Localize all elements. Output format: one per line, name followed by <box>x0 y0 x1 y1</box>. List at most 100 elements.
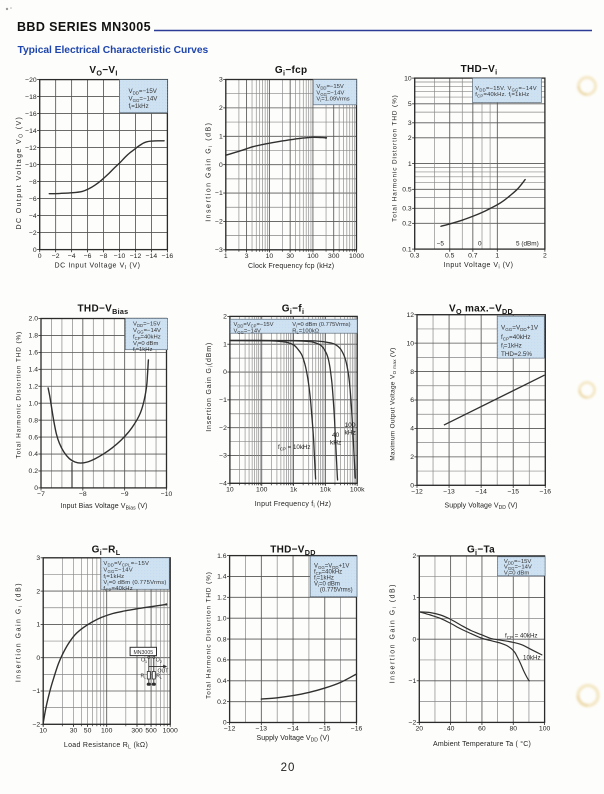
svg-text:30: 30 <box>70 728 78 735</box>
svg-text:2: 2 <box>543 252 547 259</box>
svg-text:VDD​=VCPL​=−15V: VDD​=VCPL​=−15V <box>103 561 149 567</box>
svg-text:0.1: 0.1 <box>402 246 412 253</box>
svg-text:Vi​=0 dBm (0.775Vrms): Vi​=0 dBm (0.775Vrms) <box>103 580 166 586</box>
svg-text:Supply Voltage VDD​ (V): Supply Voltage VDD​ (V) <box>445 503 518 512</box>
svg-text:−8: −8 <box>79 491 87 498</box>
svg-text:VGG​=VDD​+1V: VGG​=VDD​+1V <box>501 325 539 333</box>
svg-text:−2: −2 <box>52 253 60 260</box>
svg-text:10: 10 <box>226 487 234 494</box>
svg-text:−12: −12 <box>25 145 37 152</box>
svg-text:0.7: 0.7 <box>468 252 478 259</box>
svg-text:5 (dBm): 5 (dBm) <box>516 241 539 248</box>
svg-text:VGG​=−14V: VGG​=−14V <box>234 328 262 334</box>
svg-text:DC Input Voltage VI​ (V): DC Input Voltage VI​ (V) <box>55 263 141 272</box>
svg-text:Load Resistance RL​ (kΩ): Load Resistance RL​ (kΩ) <box>64 742 148 751</box>
svg-text:−13: −13 <box>256 726 268 733</box>
svg-text:1: 1 <box>413 595 417 602</box>
svg-text:Insertion Gain Gi​ (dB): Insertion Gain Gi​ (dB) <box>16 582 25 682</box>
svg-text:0.8: 0.8 <box>217 636 227 643</box>
svg-text:Input Frequency fi​ (Hz): Input Frequency fi​ (Hz) <box>255 501 332 510</box>
svg-text:−13: −13 <box>443 489 455 496</box>
svg-text:Vi​=0 dBm: Vi​=0 dBm <box>133 341 158 347</box>
svg-text:1000: 1000 <box>163 728 178 735</box>
svg-text:−12: −12 <box>411 489 423 496</box>
svg-text:THD−VDD​: THD−VDD​ <box>270 545 316 557</box>
svg-text:−1: −1 <box>32 688 40 695</box>
svg-text:−3: −3 <box>215 247 223 254</box>
svg-text:0.8: 0.8 <box>29 417 39 424</box>
svg-text:0.6: 0.6 <box>217 657 227 664</box>
svg-text:O2​: O2​ <box>156 658 162 664</box>
svg-text:60: 60 <box>478 726 486 733</box>
svg-text:−12: −12 <box>224 726 236 733</box>
svg-text:−4: −4 <box>29 213 37 220</box>
svg-text:Input Voltage Vi​ (V): Input Voltage Vi​ (V) <box>444 262 514 271</box>
svg-text:1k: 1k <box>290 487 298 494</box>
svg-text:300: 300 <box>328 253 340 260</box>
svg-text:6: 6 <box>410 397 414 404</box>
svg-text:VDD​=−15V: VDD​=−15V <box>133 322 161 328</box>
svg-text:Gi​−RL​: Gi​−RL​ <box>92 545 121 557</box>
svg-text:1000: 1000 <box>349 253 364 260</box>
svg-text:VGG​=−14V: VGG​=−14V <box>504 565 532 571</box>
svg-text:0.2: 0.2 <box>217 699 227 706</box>
svg-text:fCP​=40kHz: fCP​=40kHz <box>133 335 161 341</box>
svg-text:−2: −2 <box>215 219 223 226</box>
svg-text:−15: −15 <box>319 726 331 733</box>
svg-text:−16: −16 <box>540 489 552 496</box>
svg-text:Insertion Gain Gi​(dBm): Insertion Gain Gi​(dBm) <box>206 342 215 432</box>
svg-text:0: 0 <box>33 247 37 254</box>
svg-text:100: 100 <box>101 728 113 735</box>
svg-text:kHz: kHz <box>345 430 356 437</box>
svg-text:−1: −1 <box>409 678 417 685</box>
svg-text:2: 2 <box>408 135 412 142</box>
svg-text:0.4: 0.4 <box>217 678 227 685</box>
svg-text:1: 1 <box>408 161 412 168</box>
svg-text:20: 20 <box>281 762 296 774</box>
svg-text:10: 10 <box>404 75 412 82</box>
svg-text:Vi​=1.09Vrms: Vi​=1.09Vrms <box>316 97 349 103</box>
svg-text:−16: −16 <box>25 111 37 118</box>
svg-text:O1​: O1​ <box>141 658 147 664</box>
svg-text:3: 3 <box>36 555 40 562</box>
svg-text:fCP​=40kHz. fi​=1kHz: fCP​=40kHz. fi​=1kHz <box>475 92 529 98</box>
svg-text:RL​: RL​ <box>156 674 162 680</box>
svg-text:−2: −2 <box>32 722 40 729</box>
svg-text:fi​=1kHz: fi​=1kHz <box>129 103 149 110</box>
svg-text:−3: −3 <box>219 453 227 460</box>
svg-text:1.4: 1.4 <box>29 367 39 374</box>
svg-text:fCP​=40kHz: fCP​=40kHz <box>103 586 132 592</box>
svg-text:Gi​−Ta: Gi​−Ta <box>467 545 495 557</box>
svg-text:−15: −15 <box>507 489 519 496</box>
svg-text:Vi​=0 dBm (0.775Vrms): Vi​=0 dBm (0.775Vrms) <box>292 322 350 328</box>
svg-text:10: 10 <box>406 340 414 347</box>
svg-text:VO​−VI​: VO​−VI​ <box>89 65 117 77</box>
svg-text:BBD SERIES MN3005: BBD SERIES MN3005 <box>17 20 151 34</box>
svg-text:10: 10 <box>39 728 47 735</box>
svg-text:DC Output Voltage VO​ (V): DC Output Voltage VO​ (V) <box>16 116 25 230</box>
svg-text:1: 1 <box>219 133 223 140</box>
svg-text:1: 1 <box>224 253 228 260</box>
svg-text:fCP​=40kHz: fCP​=40kHz <box>314 570 342 576</box>
svg-text:0.5: 0.5 <box>445 252 455 259</box>
svg-text:50: 50 <box>84 728 92 735</box>
svg-text:100: 100 <box>345 422 356 429</box>
svg-text:−14: −14 <box>25 128 37 135</box>
svg-text:0: 0 <box>410 483 414 490</box>
svg-text:−20: −20 <box>25 77 37 84</box>
svg-text:100k: 100k <box>350 487 365 494</box>
svg-text:0: 0 <box>36 655 40 662</box>
svg-text:40: 40 <box>447 726 455 733</box>
svg-text:3: 3 <box>408 120 412 127</box>
svg-text:0: 0 <box>219 162 223 169</box>
svg-text:Maximum Output Voltage VO m: Maximum Output Voltage VO max​ (V) <box>390 347 398 460</box>
svg-text:−10: −10 <box>161 491 173 498</box>
svg-text:−16: −16 <box>162 253 174 260</box>
svg-text:300: 300 <box>131 728 143 735</box>
svg-text:5: 5 <box>408 101 412 108</box>
svg-text:0: 0 <box>223 720 227 727</box>
svg-text:Insertion Gain Gi​ (dB): Insertion Gain Gi​ (dB) <box>390 583 399 683</box>
svg-text:−12: −12 <box>130 253 142 260</box>
svg-text:0.2: 0.2 <box>29 468 39 475</box>
svg-text:0.3: 0.3 <box>410 252 420 259</box>
